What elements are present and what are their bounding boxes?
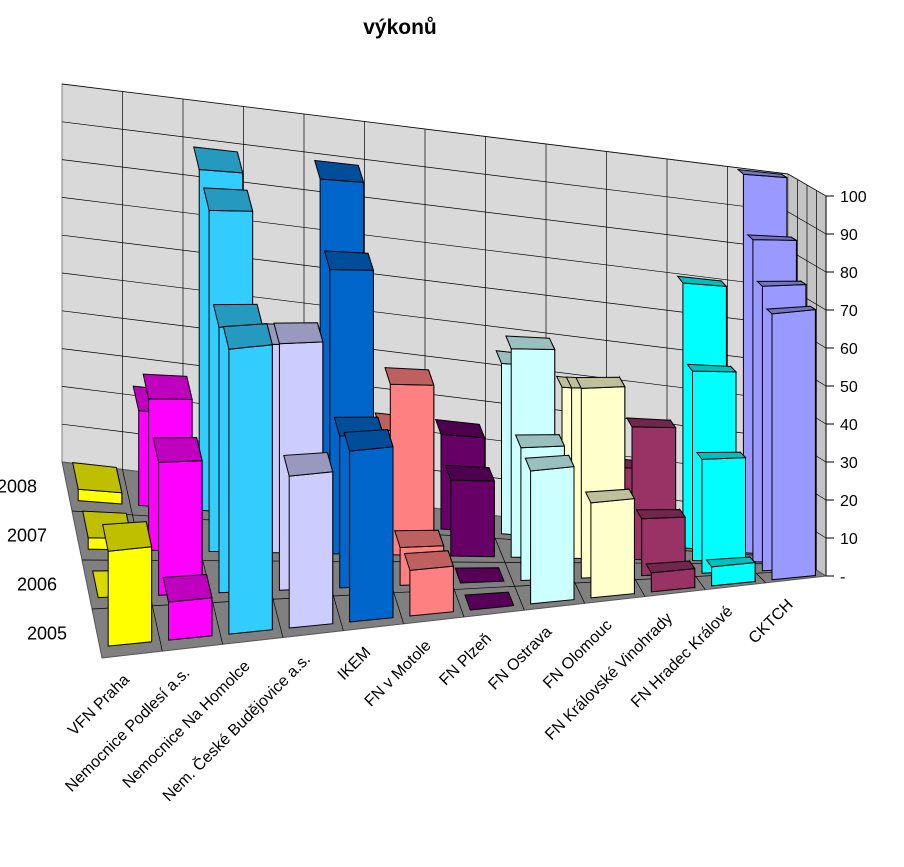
bar-2005-6 (403, 550, 455, 617)
z-tick-label: 90 (840, 227, 858, 244)
z-tick-label: 80 (840, 265, 858, 282)
bar-2005-4 (283, 451, 334, 629)
category-label: IKEM (335, 644, 375, 684)
category-label: CKTCH (746, 596, 797, 647)
bar-2005-11 (705, 555, 757, 587)
z-tick-label: 60 (840, 341, 858, 358)
bar-2006-7 (454, 567, 505, 584)
z-tick-label: 20 (840, 493, 858, 510)
z-tick-label: 40 (840, 417, 858, 434)
z-tick-label: 100 (840, 189, 867, 206)
bar-2007-7 (444, 464, 496, 558)
z-tick-label: 30 (840, 455, 858, 472)
z-tick-label: 50 (840, 379, 858, 396)
series-label: 2007 (7, 526, 47, 546)
bar-2005-5 (343, 428, 394, 623)
series-label: 2005 (27, 624, 67, 644)
series-label: 2008 (0, 477, 37, 497)
bar-2005-3 (222, 323, 273, 635)
bar-2006-11 (695, 450, 747, 574)
chart-bars (72, 146, 817, 647)
bar-2005-1 (102, 521, 153, 647)
series-label: 2006 (17, 575, 57, 595)
bar-2005-8 (524, 454, 575, 605)
bar-2008-1 (72, 462, 123, 505)
z-tick-label: 10 (840, 531, 858, 548)
z-tick-label: - (840, 569, 845, 586)
bar-2005-2 (162, 573, 213, 641)
chart-title: výkonů (363, 16, 437, 39)
floor-gridline (91, 569, 817, 610)
bar-2005-12 (765, 305, 817, 581)
z-tick-label: 70 (840, 303, 858, 320)
category-label: FN v Motole (362, 637, 435, 710)
category-label: FN Hradec Králové (628, 603, 736, 711)
bar-2005-7 (464, 591, 515, 611)
bar-2006-2 (152, 436, 203, 596)
bar-2005-9 (584, 487, 636, 599)
bar-2005-10 (645, 559, 696, 593)
bar-2006-10 (635, 507, 687, 577)
